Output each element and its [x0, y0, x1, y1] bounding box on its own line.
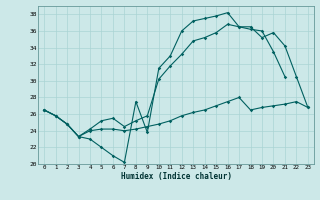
- X-axis label: Humidex (Indice chaleur): Humidex (Indice chaleur): [121, 172, 231, 181]
